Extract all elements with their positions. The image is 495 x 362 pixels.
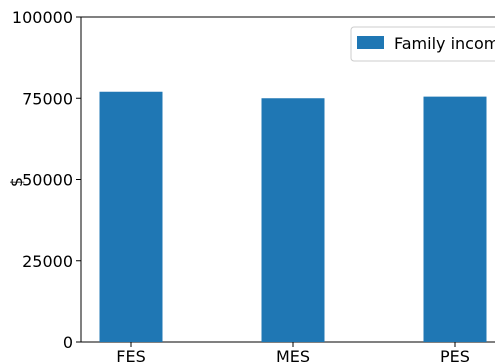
y-ticks: 0 25000 50000 75000 100000 [12,8,81,352]
y-tick-label: 0 [63,333,73,352]
legend-swatch [357,36,384,49]
bar-fes [99,91,163,342]
y-axis-label: $ [7,177,26,187]
x-ticks: FES MES PES [116,342,470,362]
bars [99,91,487,342]
legend-box [350,26,495,62]
y-tick-label: 25000 [22,252,73,271]
x-tick-label: PES [440,347,470,362]
legend: Family income [350,26,495,62]
bar-pes [423,96,487,342]
y-tick-label: 100000 [12,8,73,27]
bar-mes [261,98,325,342]
legend-label: Family income [394,34,495,53]
x-tick-label: MES [276,347,310,362]
y-tick-label: 50000 [22,171,73,190]
x-tick-label: FES [116,347,145,362]
y-tick-label: 75000 [22,89,73,108]
